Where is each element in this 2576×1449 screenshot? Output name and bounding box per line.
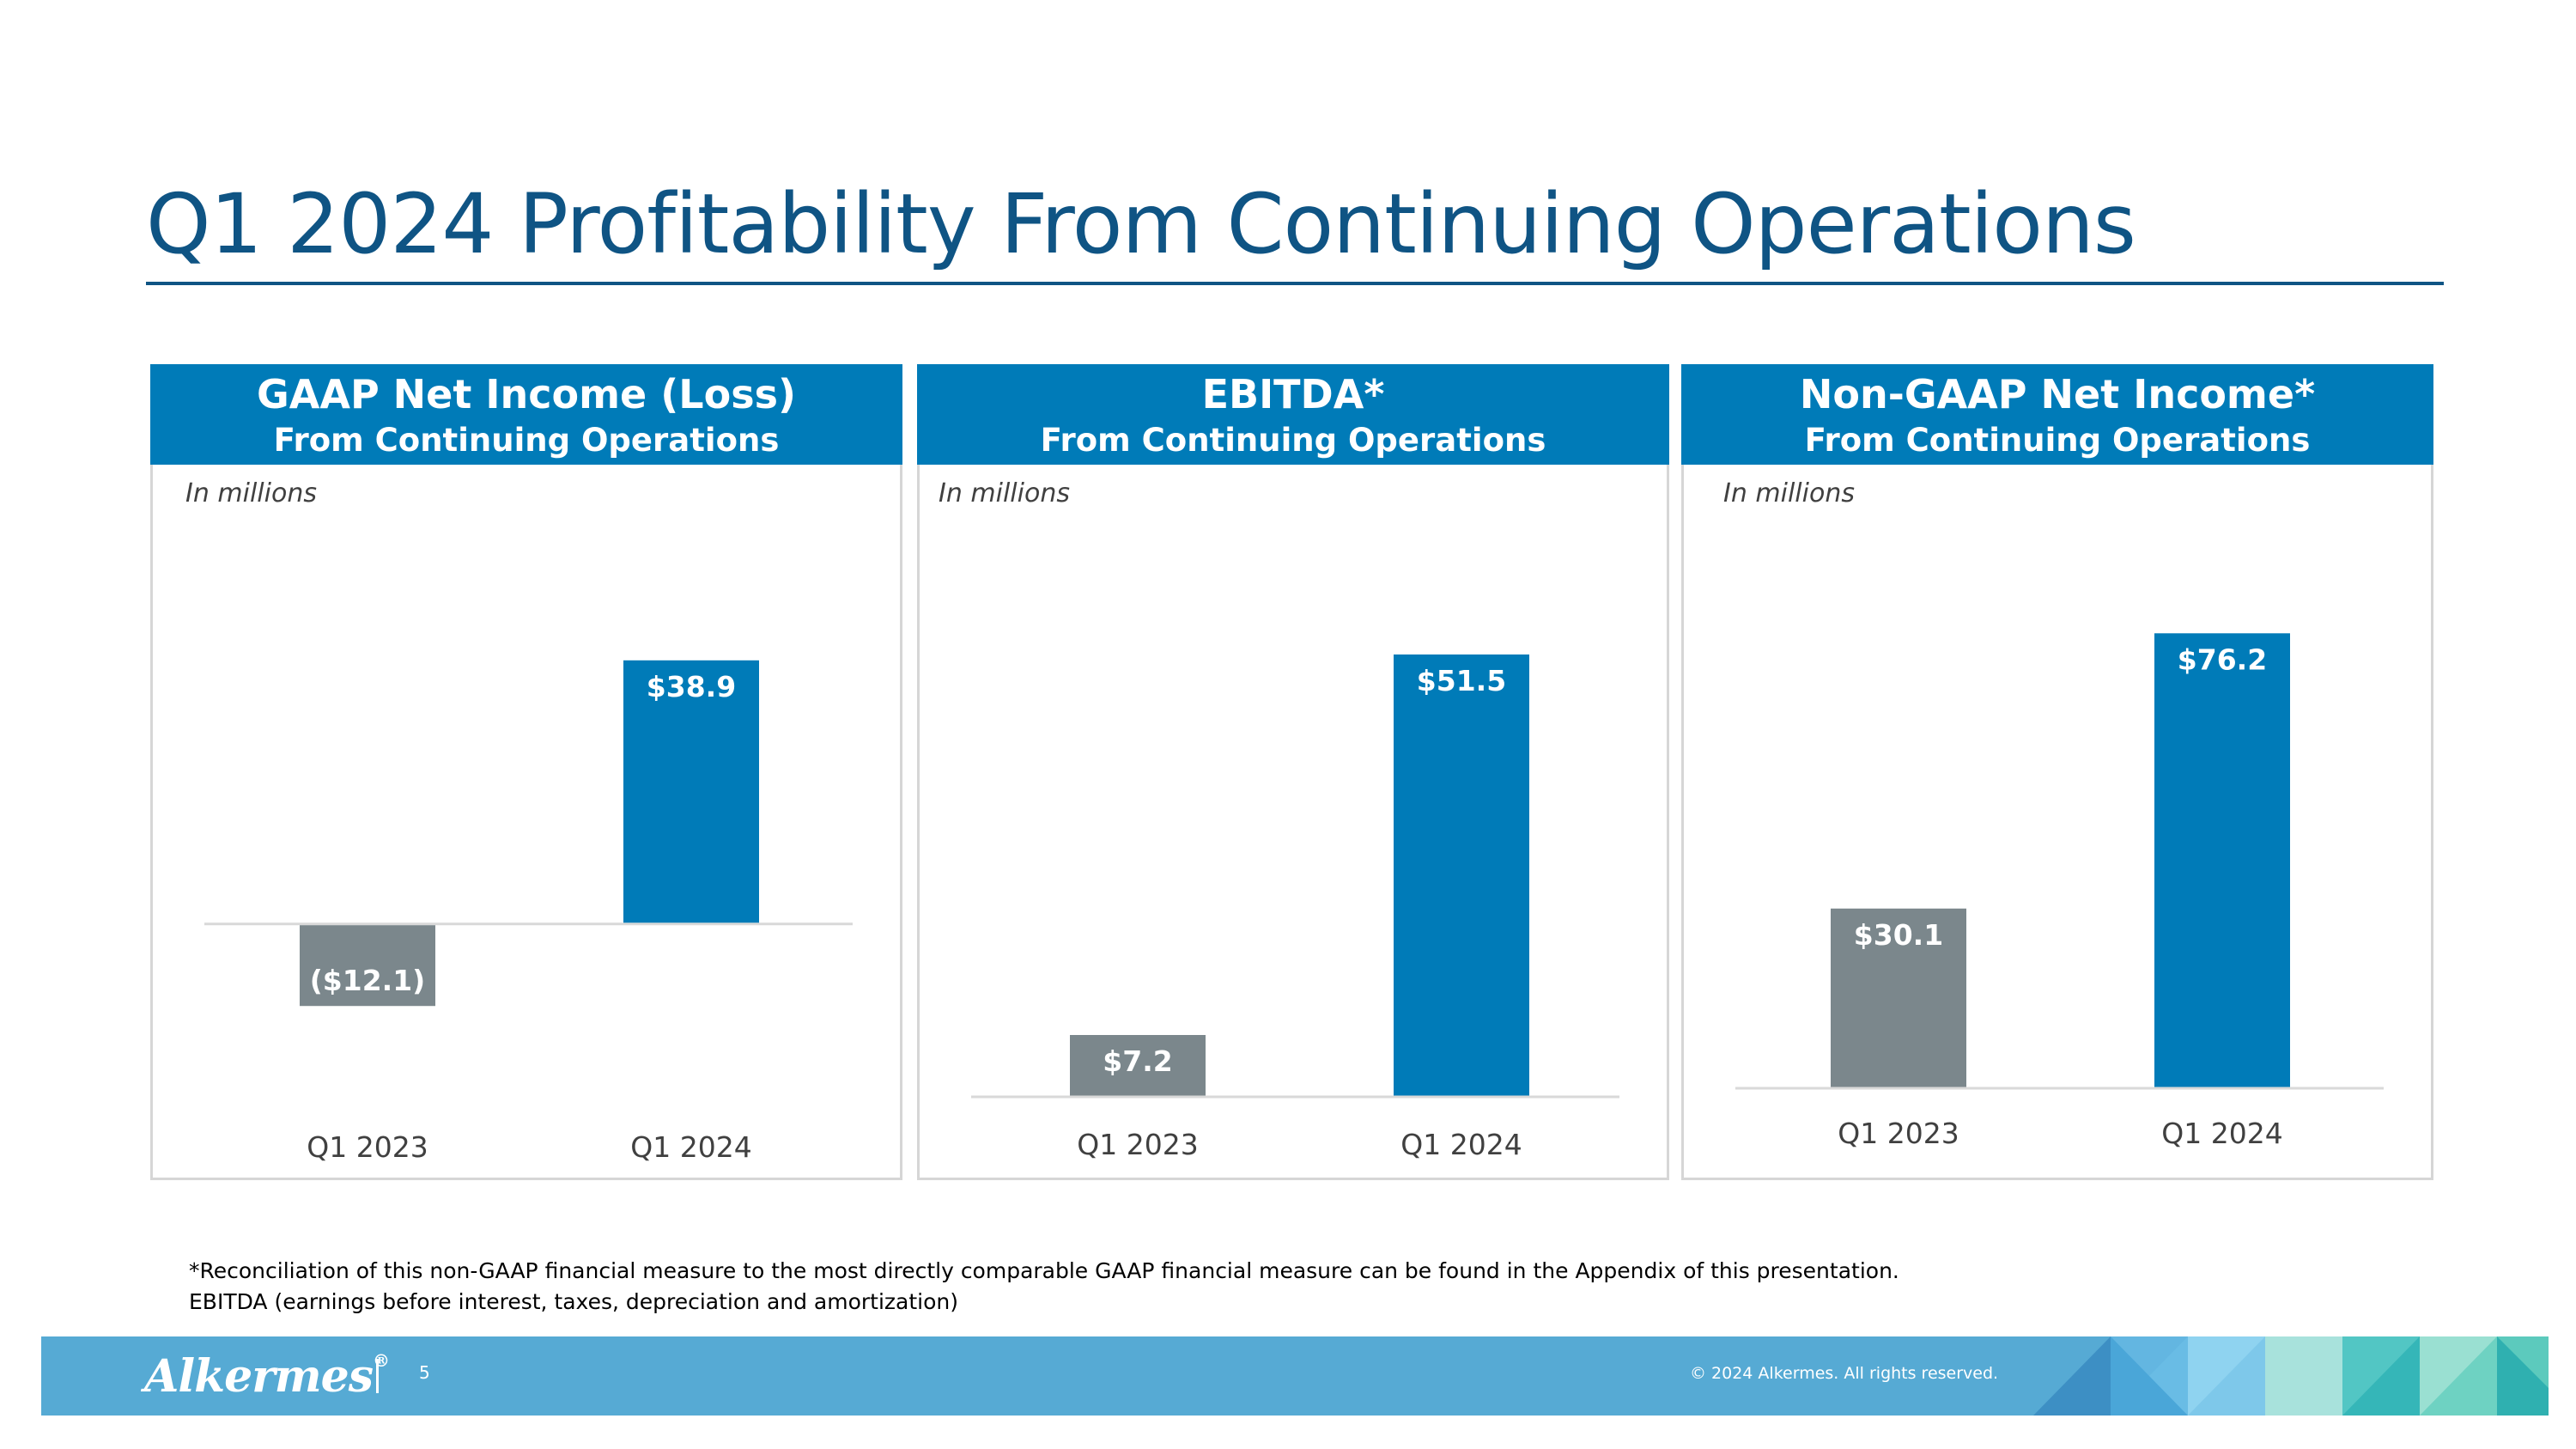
units-note: In millions	[939, 478, 1070, 508]
data-label: $7.2	[1103, 1044, 1172, 1078]
panel-title: Non-GAAP Net Income*	[1799, 371, 2316, 417]
bar-q1-2024	[1394, 654, 1529, 1097]
title-underline	[146, 282, 2444, 285]
bar-q1-2023	[300, 923, 435, 1007]
footer-divider	[376, 1359, 379, 1393]
alkermes-logo: Alkermes®	[144, 1350, 390, 1403]
data-label: $76.2	[2178, 642, 2267, 676]
category-label: Q1 2023	[1838, 1117, 1959, 1150]
category-label: Q1 2024	[2161, 1117, 2282, 1150]
panel-title: EBITDA*	[1201, 371, 1385, 417]
bar-chart: $30.1 Q1 2023 $76.2 Q1 2024	[1735, 633, 2384, 1150]
category-label: Q1 2023	[1077, 1128, 1198, 1161]
copyright-notice: © 2024 Alkermes. All rights reserved.	[1690, 1364, 1999, 1383]
category-label: Q1 2023	[307, 1130, 428, 1164]
data-label: $30.1	[1854, 918, 1943, 952]
panel-header: GAAP Net Income (Loss) From Continuing O…	[150, 364, 902, 465]
page-title: Q1 2024 Profitability From Continuing Op…	[146, 176, 2136, 272]
panel-subtitle: From Continuing Operations	[273, 422, 780, 459]
data-label: ($12.1)	[310, 964, 426, 997]
decorative-triangles	[2033, 1336, 2549, 1416]
panel-header: EBITDA* From Continuing Operations	[917, 364, 1669, 465]
units-note: In millions	[185, 478, 317, 508]
bar-q1-2024	[623, 660, 759, 924]
data-label: $51.5	[1417, 664, 1506, 697]
chart-panel-non-gaap-net-income: Non-GAAP Net Income* From Continuing Ope…	[1681, 364, 2433, 1180]
bar-chart: ($12.1) Q1 2023 $38.9 Q1 2024	[204, 660, 853, 1164]
category-label: Q1 2024	[630, 1130, 751, 1164]
panel-title: GAAP Net Income (Loss)	[257, 371, 796, 417]
panel-subtitle: From Continuing Operations	[1804, 422, 2311, 459]
bar-q1-2023	[1070, 1035, 1206, 1097]
footer-bar: Alkermes® 5 © 2024 Alkermes. All rights …	[41, 1336, 2549, 1416]
bar-q1-2023	[1831, 908, 1966, 1088]
data-label: $38.9	[647, 670, 736, 703]
panel-header: Non-GAAP Net Income* From Continuing Ope…	[1681, 364, 2433, 465]
page-number: 5	[419, 1362, 430, 1383]
chart-panel-gaap-net-income: GAAP Net Income (Loss) From Continuing O…	[150, 364, 902, 1180]
chart-panel-ebitda: EBITDA* From Continuing Operations In mi…	[917, 364, 1669, 1180]
units-note: In millions	[1723, 478, 1855, 508]
bar-q1-2024	[2154, 633, 2290, 1088]
category-label: Q1 2024	[1400, 1128, 1522, 1161]
footnote-ebitda-definition: EBITDA (earnings before interest, taxes,…	[189, 1289, 959, 1314]
panel-subtitle: From Continuing Operations	[1040, 422, 1546, 459]
bar-chart: $7.2 Q1 2023 $51.5 Q1 2024	[971, 654, 1619, 1161]
footnotes: *Reconciliation of this non-GAAP financi…	[189, 1256, 1899, 1318]
footnote-reconciliation: *Reconciliation of this non-GAAP financi…	[189, 1258, 1899, 1283]
